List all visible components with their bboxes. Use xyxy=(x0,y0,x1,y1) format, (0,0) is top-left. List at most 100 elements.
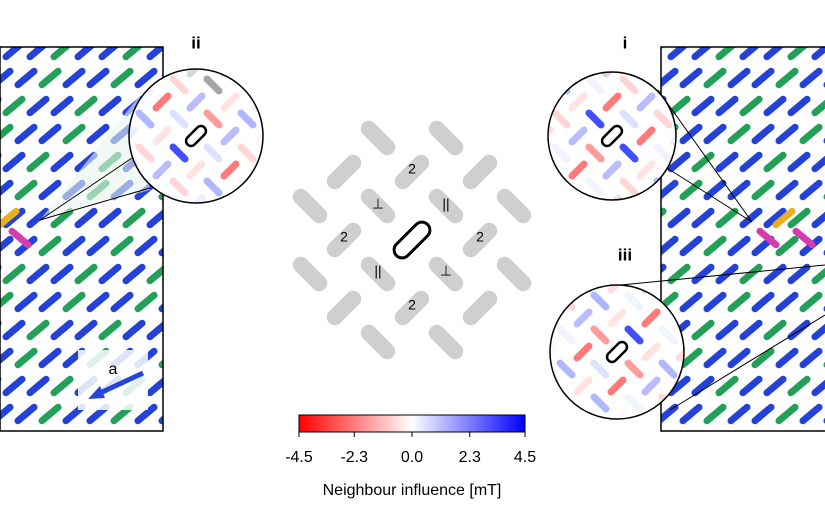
cone xyxy=(40,95,150,220)
nanomagnet xyxy=(667,151,691,173)
nanomagnet xyxy=(811,47,825,61)
nanomagnet xyxy=(186,69,206,78)
nanomagnet xyxy=(38,179,62,201)
nanomagnet xyxy=(568,194,588,200)
right-lattice xyxy=(661,47,825,425)
nanomagnet xyxy=(584,210,606,232)
arrow-box xyxy=(78,350,148,410)
nanomagnet xyxy=(550,376,559,396)
nanomagnet xyxy=(703,67,727,89)
colorbar-tick-label: 0.0 xyxy=(401,449,423,466)
nanomagnet xyxy=(74,47,98,61)
nanomagnet xyxy=(50,375,74,397)
nanomagnet xyxy=(74,263,98,285)
nanomagnet xyxy=(0,123,14,145)
nanomagnet xyxy=(152,160,172,180)
nanomagnet xyxy=(98,47,122,61)
nanomagnet xyxy=(715,375,739,397)
nanomagnet xyxy=(8,227,32,249)
nanomagnet xyxy=(590,393,610,413)
arrow-label: a xyxy=(109,361,118,378)
nanomagnet xyxy=(691,319,715,341)
nanomagnet xyxy=(134,67,158,89)
nanomagnet xyxy=(799,67,823,89)
nanomagnet xyxy=(739,151,763,173)
nanomagnet xyxy=(636,194,656,200)
nanomagnet xyxy=(606,443,628,465)
nanomagnet xyxy=(169,177,189,197)
nanomagnet xyxy=(619,109,639,129)
nanomagnet xyxy=(203,143,223,163)
nanomagnet xyxy=(98,319,122,341)
neighbour-magnet xyxy=(292,256,328,292)
nanomagnet xyxy=(26,375,50,397)
nanomagnet xyxy=(146,263,163,285)
neighbour-magnet xyxy=(360,188,396,224)
nanomagnet xyxy=(661,235,679,257)
nanomagnet xyxy=(799,179,823,201)
nanomagnet xyxy=(585,143,605,163)
nanomagnet xyxy=(135,143,155,163)
nanomagnet xyxy=(799,291,823,313)
nanomagnet xyxy=(799,123,823,145)
nanomagnet xyxy=(129,126,138,146)
nanomagnet xyxy=(186,92,206,112)
nanomagnet xyxy=(2,375,26,397)
focus-magnet xyxy=(605,340,629,364)
nanomagnet xyxy=(146,319,163,341)
nanomagnet xyxy=(775,123,799,145)
nanomagnet xyxy=(168,40,190,62)
nanomagnet xyxy=(134,403,158,425)
nanomagnet xyxy=(624,393,644,413)
nanomagnet xyxy=(62,291,86,313)
nanomagnet xyxy=(146,47,163,61)
nanomagnet xyxy=(787,375,811,397)
nanomagnet xyxy=(110,291,134,313)
nanomagnet xyxy=(0,207,20,229)
nanomagnet xyxy=(691,95,715,117)
nanomagnet xyxy=(2,47,26,61)
nanomagnet xyxy=(715,151,739,173)
nanomagnet xyxy=(727,291,751,313)
zoom-circle xyxy=(549,284,685,420)
nanomagnet xyxy=(727,235,751,257)
nanomagnet xyxy=(636,72,656,78)
nanomagnet xyxy=(158,403,163,425)
cone-line xyxy=(39,187,151,221)
nanomagnet xyxy=(787,151,811,173)
nanomagnet xyxy=(2,207,26,229)
nanomagnet xyxy=(26,207,50,229)
nanomagnet xyxy=(658,325,678,345)
nanomagnet xyxy=(787,207,811,229)
neighbour-magnet xyxy=(360,324,396,360)
nanomagnet xyxy=(38,235,62,257)
nanomagnet xyxy=(763,47,787,61)
nanomagnet xyxy=(751,179,775,201)
nanomagnet xyxy=(14,67,38,89)
center-diagram: 2 ⊥ || 2 2 || ⊥ 2 xyxy=(292,120,532,360)
nanomagnet xyxy=(624,359,644,379)
nanomagnet xyxy=(26,151,50,173)
neighbour-label: ⊥ xyxy=(372,196,384,212)
neighbour-magnet xyxy=(326,154,362,190)
nanomagnet xyxy=(158,347,163,369)
nanomagnet xyxy=(811,151,825,173)
nanomagnet xyxy=(658,359,678,379)
nanomagnet xyxy=(636,160,656,180)
nanomagnet xyxy=(590,291,610,311)
neighbour-magnet xyxy=(326,222,362,258)
nanomagnet xyxy=(715,319,739,341)
nanomagnet xyxy=(568,72,588,78)
neighbour-magnet xyxy=(394,290,430,326)
nanomagnet xyxy=(584,40,606,62)
neighbour-magnet xyxy=(292,188,328,224)
nanomagnet xyxy=(0,291,14,313)
nanomagnet xyxy=(86,291,110,313)
nanomagnet xyxy=(220,160,240,180)
cone-line xyxy=(39,157,133,221)
colorbar-tick-label: 4.5 xyxy=(514,449,536,466)
nanomagnet xyxy=(38,67,62,89)
nanomagnet xyxy=(38,291,62,313)
nanomagnet xyxy=(667,207,691,229)
nanomagnet xyxy=(636,92,656,112)
